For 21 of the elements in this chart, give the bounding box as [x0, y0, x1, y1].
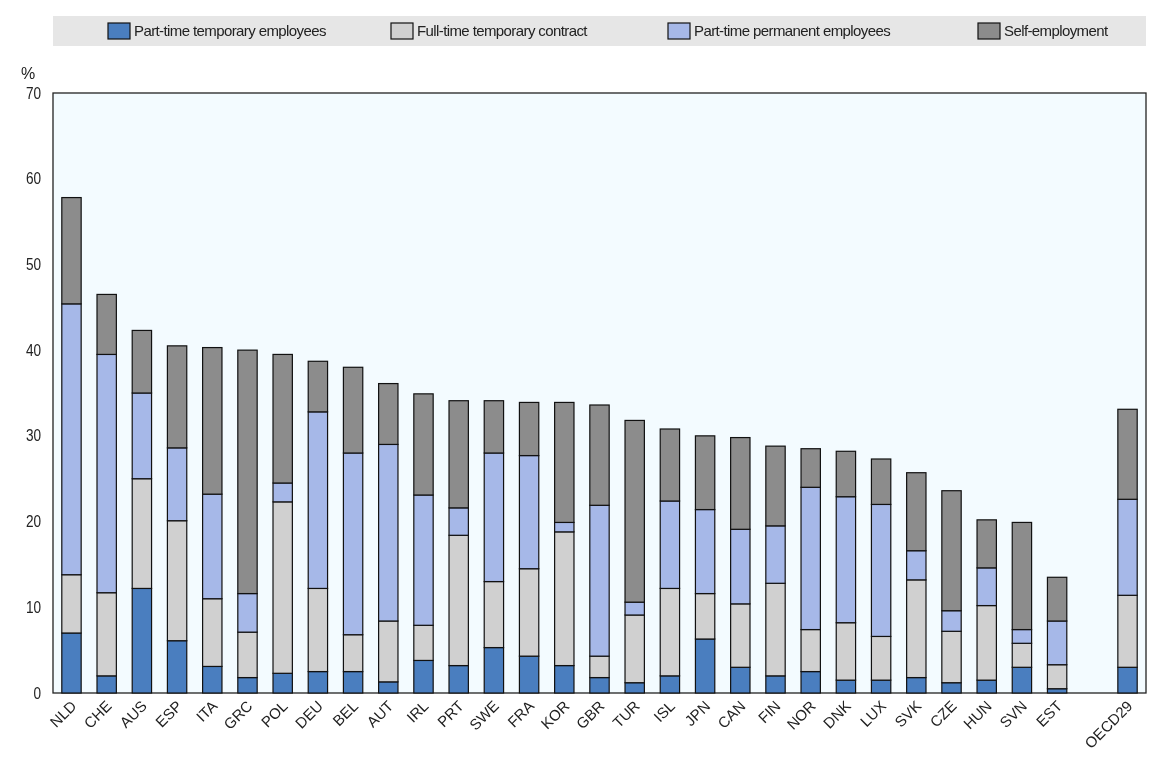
y-axis-title: % — [20, 65, 36, 82]
y-tick-label: 40 — [25, 341, 41, 359]
y-tick-label: 50 — [25, 256, 41, 274]
legend-label: Part-time permanent employees — [694, 22, 891, 39]
x-tick-label: ITA — [192, 697, 221, 725]
y-tick-label: 10 — [25, 598, 41, 617]
x-tick-label: ISL — [650, 697, 679, 726]
x-tick-label: JPN — [681, 697, 714, 730]
x-tick-label: POL — [257, 697, 291, 731]
x-tick-label: TUR — [609, 696, 643, 731]
legend-label: Full-time temporary contract — [417, 22, 589, 39]
legend-label: Part-time temporary employees — [134, 22, 326, 39]
legend-label: Self-employment — [1004, 22, 1109, 39]
x-tick-label: FIN — [754, 697, 784, 727]
y-tick-label: 30 — [25, 427, 41, 445]
x-tick-label: BEL — [329, 697, 362, 730]
x-tick-label: IRL — [403, 697, 432, 726]
y-tick-label: 0 — [33, 684, 41, 702]
y-tick-label: 20 — [25, 513, 41, 531]
y-tick-label: 60 — [25, 170, 41, 188]
y-tick-label: 70 — [25, 84, 41, 102]
